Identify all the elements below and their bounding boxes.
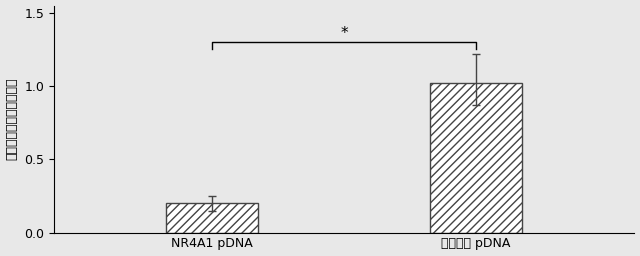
Bar bbox=[430, 83, 522, 233]
Text: *: * bbox=[340, 26, 348, 41]
Bar bbox=[166, 203, 259, 233]
Y-axis label: ストレス綺維の倍数変化: ストレス綺維の倍数変化 bbox=[6, 78, 19, 160]
